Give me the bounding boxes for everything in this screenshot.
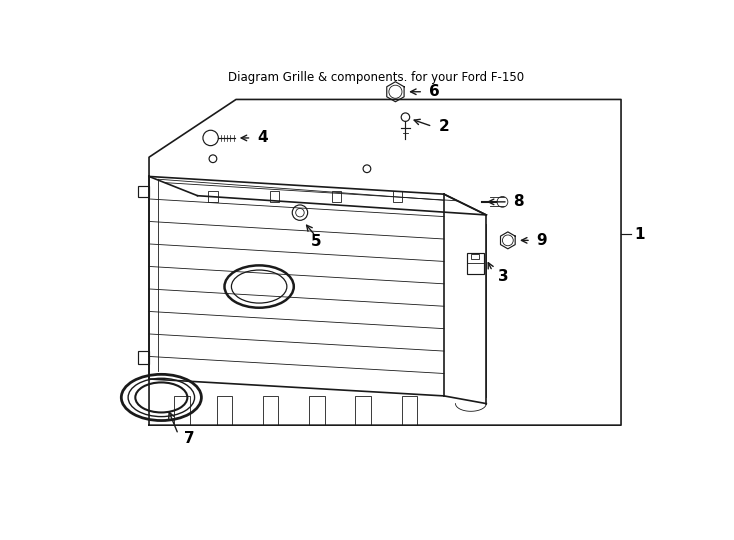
Bar: [175, 396, 190, 425]
Bar: [332, 191, 341, 202]
Text: 6: 6: [429, 84, 440, 99]
Text: 1: 1: [634, 227, 644, 242]
Bar: [393, 191, 402, 202]
Bar: [208, 191, 217, 202]
Bar: [309, 396, 324, 425]
Text: 3: 3: [498, 269, 509, 284]
Bar: [401, 396, 417, 425]
Text: 9: 9: [537, 233, 547, 248]
Text: 2: 2: [438, 119, 449, 134]
Text: 8: 8: [513, 194, 524, 210]
Text: Diagram Grille & components. for your Ford F-150: Diagram Grille & components. for your Fo…: [228, 71, 524, 84]
Text: 7: 7: [184, 431, 195, 445]
Bar: [355, 396, 371, 425]
Bar: [263, 396, 278, 425]
Text: 5: 5: [310, 234, 321, 249]
Text: 4: 4: [257, 131, 267, 145]
Bar: [270, 191, 279, 202]
Bar: [471, 254, 479, 259]
Bar: [217, 396, 232, 425]
